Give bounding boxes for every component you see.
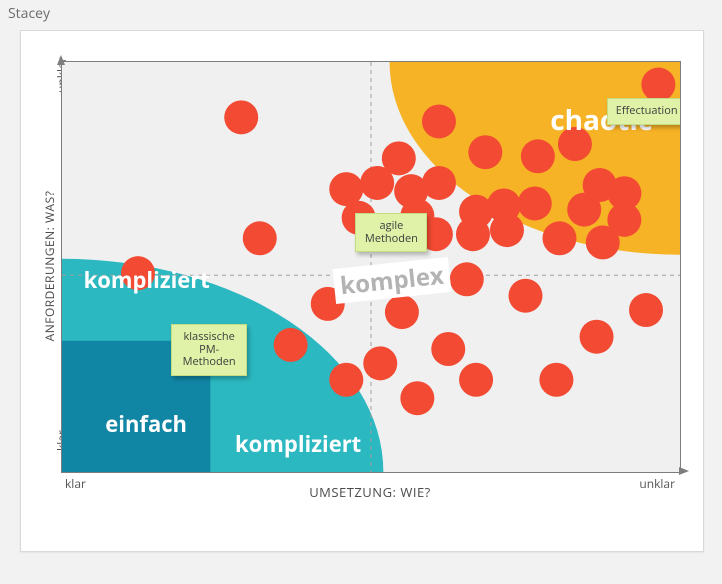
data-dot: [422, 166, 456, 200]
y-axis-arrow-icon: [57, 55, 65, 67]
y-axis-title: ANFORDERUNGEN: WAS?: [41, 61, 61, 471]
x-tick-min: klar: [65, 475, 86, 492]
data-dot: [539, 363, 573, 397]
data-dot: [382, 141, 416, 175]
data-dot: [121, 256, 155, 290]
data-dot: [329, 363, 363, 397]
data-dot: [518, 186, 552, 220]
data-dot: [580, 320, 614, 354]
data-dot: [274, 328, 308, 362]
x-axis-arrow-icon: [679, 467, 691, 475]
data-dot: [607, 203, 641, 237]
data-dot: [542, 221, 576, 255]
card-title: Stacey: [8, 4, 50, 23]
x-axis-title: UMSETZUNG: WIE?: [61, 483, 679, 501]
data-dot: [459, 363, 493, 397]
plot-svg: [62, 62, 680, 472]
sticky-effectuation[interactable]: Effectuation: [607, 98, 681, 125]
data-dot: [450, 262, 484, 296]
data-dot: [521, 139, 555, 173]
data-dot: [431, 332, 465, 366]
data-dot: [400, 381, 434, 415]
data-dot: [311, 287, 345, 321]
sticky-classic-pm[interactable]: klassische PM-Methoden: [171, 324, 247, 376]
data-dot: [224, 100, 258, 134]
card: ANFORDERUNGEN: WAS? klar unklar einfachk…: [20, 30, 704, 552]
data-dot: [422, 104, 456, 138]
data-dot: [363, 346, 397, 380]
data-dot: [558, 127, 592, 161]
sticky-agile[interactable]: agile Methoden: [355, 213, 427, 252]
data-dot: [468, 135, 502, 169]
data-dot: [490, 213, 524, 247]
plot-area: einfachkompliziertkompliziertchaotickomp…: [61, 61, 681, 473]
data-dot: [385, 295, 419, 329]
data-dot: [641, 68, 675, 102]
x-tick-max: unklar: [639, 475, 675, 492]
data-dot: [629, 293, 663, 327]
data-dot: [243, 221, 277, 255]
data-dot: [509, 279, 543, 313]
data-dot: [456, 217, 490, 251]
